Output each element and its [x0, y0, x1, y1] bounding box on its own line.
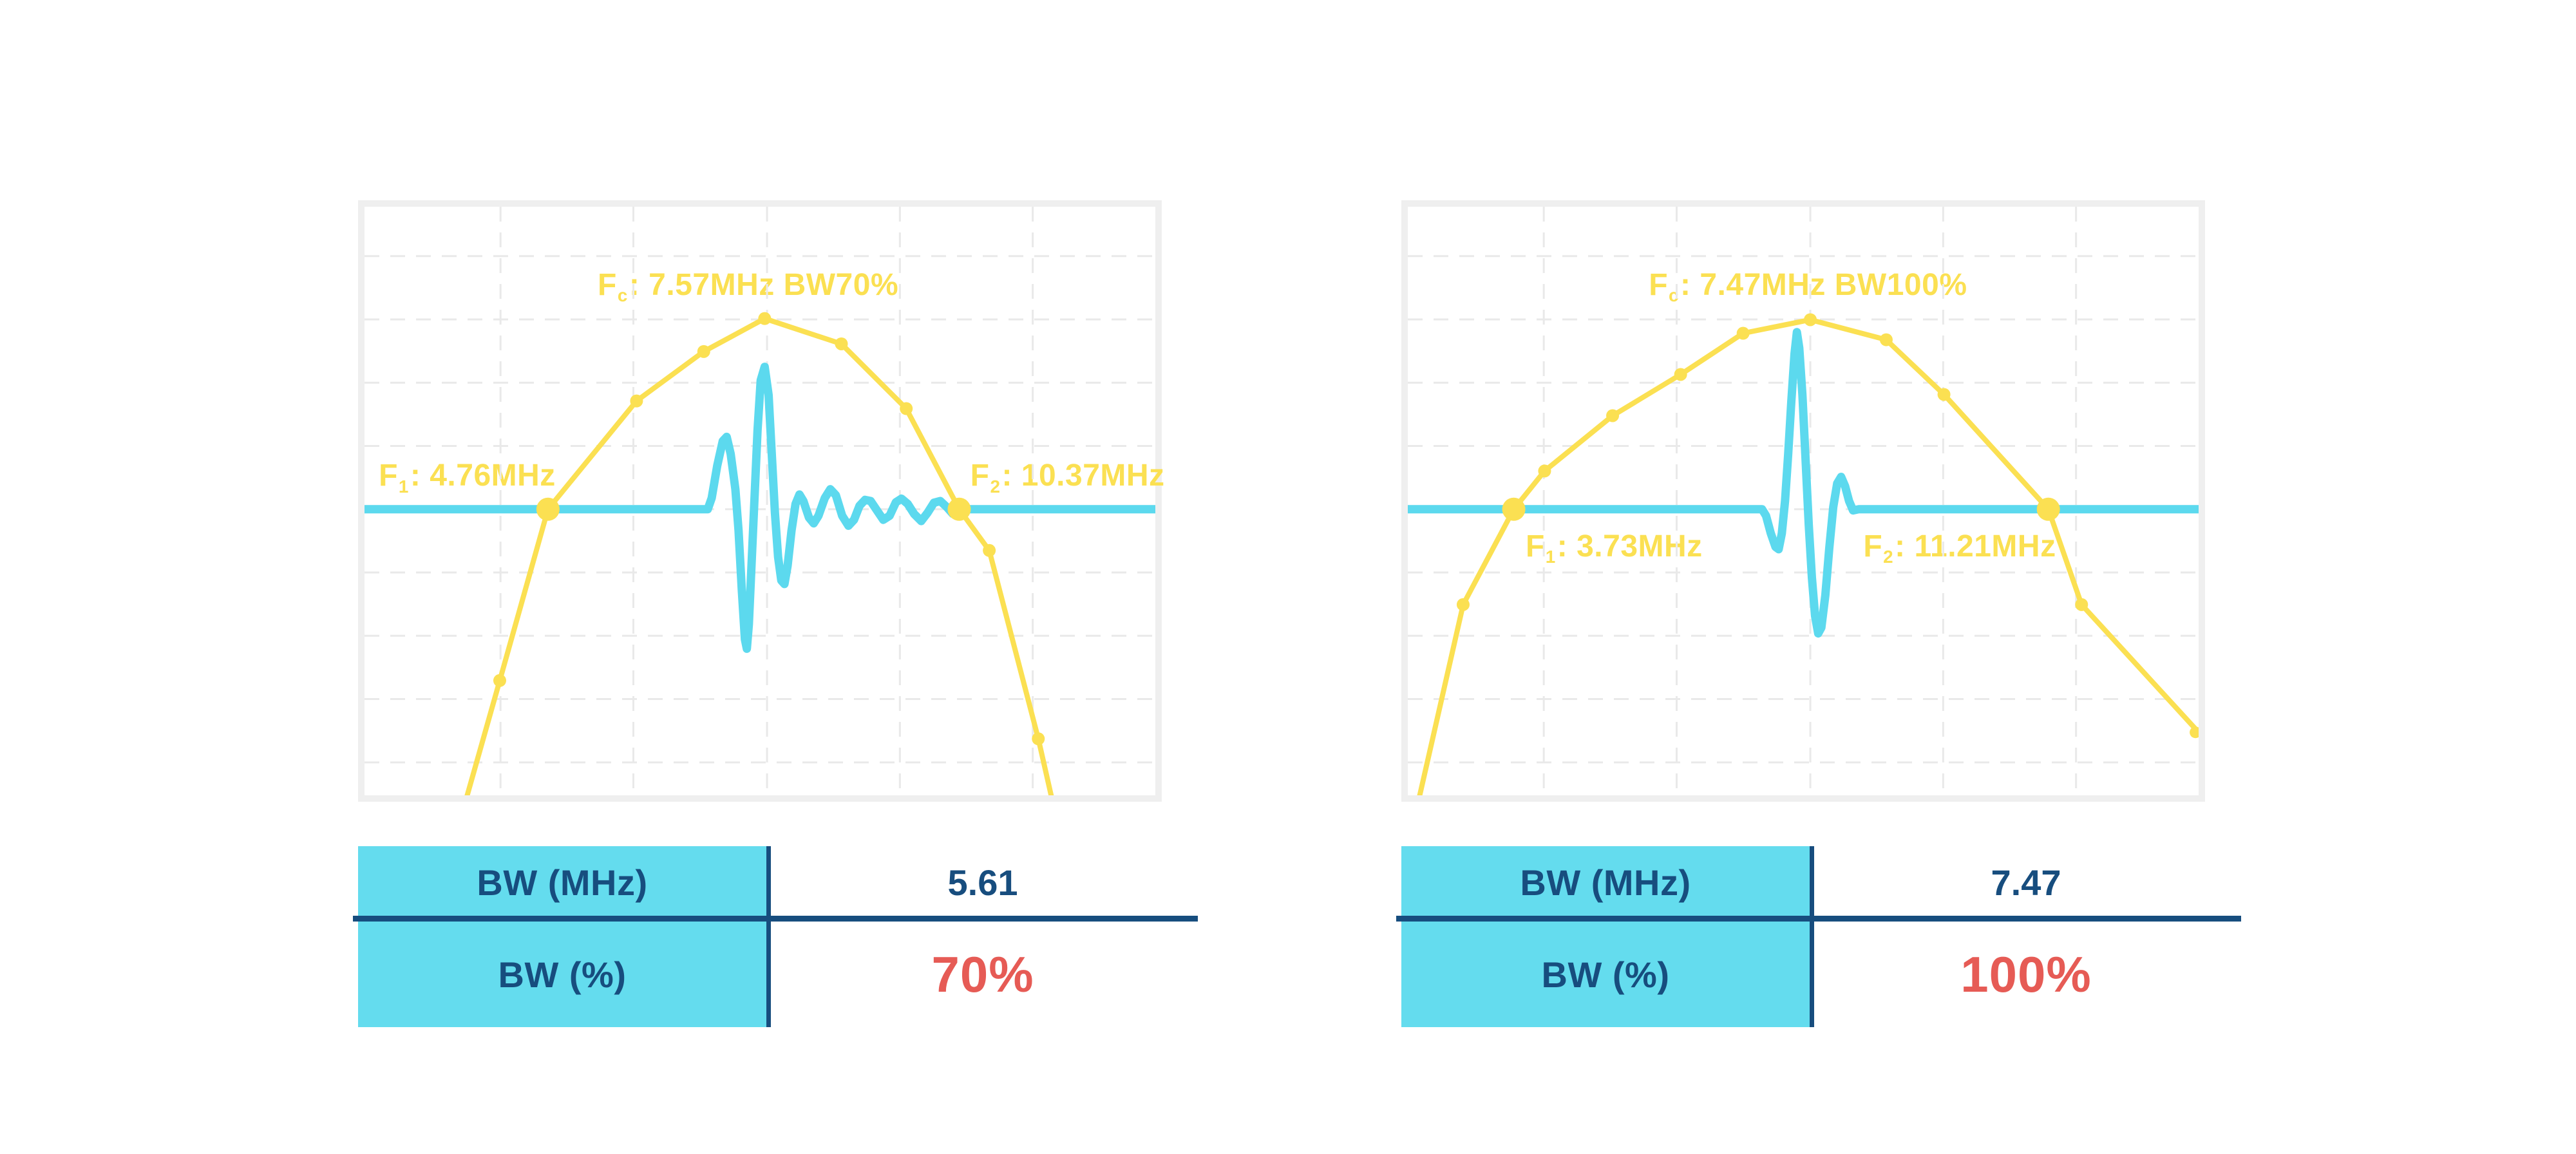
bw-mhz-value-cell: 7.47 — [1814, 846, 2238, 918]
data-point-marker — [697, 345, 710, 358]
f1-label-value: : 3.73MHz — [1557, 529, 1703, 563]
f1-annotation: F1: 4.76MHz — [379, 459, 556, 495]
table-row-divider — [353, 916, 1198, 922]
data-point-marker — [900, 402, 913, 415]
table-row: BW (%) 70% — [358, 922, 1195, 1027]
fc-label-value: : 7.57MHz BW70% — [629, 267, 899, 302]
data-point-marker — [983, 544, 996, 557]
f1-label-prefix: F — [379, 459, 398, 493]
bw-pct-value-cell: 70% — [771, 922, 1195, 1027]
bw-pct-label-cell: BW (%) — [358, 922, 766, 1027]
bandwidth-crossing-marker — [2036, 497, 2060, 521]
data-point-marker — [1032, 732, 1045, 746]
data-point-marker — [1456, 598, 1470, 611]
f1-label-subscript: 1 — [1545, 547, 1556, 567]
data-point-marker — [1804, 313, 1817, 326]
data-point-marker — [1736, 326, 1750, 340]
spectrum-plot-bw70: Fc: 7.57MHz BW70% F1: 4.76MHz F2: 10.37M… — [358, 200, 1165, 802]
f1-label-value: : 4.76MHz — [410, 459, 556, 493]
curve-end-marker — [2190, 726, 2199, 739]
data-point-marker — [2075, 598, 2088, 611]
data-point-marker — [1538, 464, 1551, 478]
f2-label-value: : 10.37MHz — [1001, 459, 1165, 493]
data-point-marker — [1879, 333, 1893, 346]
bandwidth-crossing-marker — [536, 497, 560, 521]
fc-label-value: : 7.47MHz BW100% — [1680, 267, 1967, 302]
f1-annotation: F1: 3.73MHz — [1525, 529, 1703, 566]
pulse-waveform — [365, 363, 1155, 653]
bw-mhz-value-cell: 5.61 — [771, 846, 1195, 918]
table-row: BW (MHz) 5.61 — [358, 846, 1195, 918]
bw-pct-value-cell: 100% — [1814, 922, 2238, 1027]
f2-label-value: : 11.21MHz — [1895, 529, 2056, 563]
f2-label-prefix: F — [1863, 529, 1883, 563]
f2-annotation: F2: 11.21MHz — [1863, 529, 2056, 566]
data-point-marker — [1937, 388, 1951, 401]
bandwidth-crossing-marker — [947, 497, 971, 521]
f2-label-prefix: F — [970, 459, 990, 493]
data-point-marker — [835, 337, 848, 350]
data-point-marker — [493, 674, 506, 687]
data-point-marker — [1674, 368, 1687, 381]
f2-annotation: F2: 10.37MHz — [970, 459, 1165, 495]
bandwidth-crossing-marker — [1502, 497, 1526, 521]
bw-mhz-label-cell: BW (MHz) — [358, 846, 766, 918]
data-point-marker — [630, 394, 643, 408]
f1-label-prefix: F — [1525, 529, 1545, 563]
fc-label-prefix: F — [1649, 267, 1669, 302]
bw-table-left: BW (MHz) 5.61 BW (%) 70% — [353, 846, 1198, 1027]
table-row-divider — [1396, 916, 2241, 922]
table-column-divider — [1810, 846, 1814, 1027]
spectrum-plot-bw100: Fc: 7.47MHz BW100% F1: 3.73MHz F2: 11.21… — [1401, 200, 2205, 802]
f1-label-subscript: 1 — [398, 476, 409, 497]
bw-table-right: BW (MHz) 7.47 BW (%) 100% — [1396, 846, 2241, 1027]
pulse-waveform — [1408, 328, 2199, 638]
bw-pct-label-cell: BW (%) — [1401, 922, 1810, 1027]
table-column-divider — [766, 846, 771, 1027]
table-row: BW (MHz) 7.47 — [1401, 846, 2238, 918]
table-row: BW (%) 100% — [1401, 922, 2238, 1027]
data-point-marker — [1606, 409, 1620, 422]
fc-label-subscript: c — [617, 285, 628, 306]
data-point-marker — [758, 312, 772, 325]
chart-svg — [1408, 207, 2199, 795]
f2-label-subscript: 2 — [990, 476, 1001, 497]
fc-annotation: Fc: 7.47MHz BW100% — [1649, 267, 1967, 305]
spectrum-curve — [464, 316, 1054, 795]
bw-mhz-label-cell: BW (MHz) — [1401, 846, 1810, 918]
fc-annotation: Fc: 7.57MHz BW70% — [598, 267, 899, 305]
f2-label-subscript: 2 — [1883, 547, 1894, 567]
fc-label-prefix: F — [598, 267, 617, 302]
chart-svg — [365, 207, 1155, 795]
